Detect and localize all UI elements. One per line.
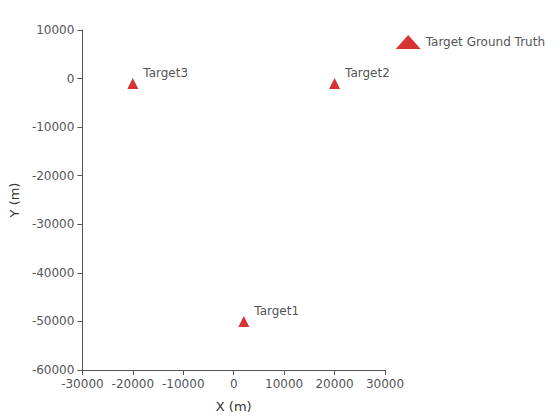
svg-text:Y (m): Y (m) xyxy=(7,183,22,219)
svg-text:Target2: Target2 xyxy=(344,66,390,80)
svg-text:-30000: -30000 xyxy=(61,377,104,391)
svg-text:-50000: -50000 xyxy=(32,314,75,328)
svg-text:-20000: -20000 xyxy=(32,169,75,183)
svg-text:-20000: -20000 xyxy=(112,377,155,391)
svg-text:10000: 10000 xyxy=(36,23,74,37)
svg-text:Target1: Target1 xyxy=(253,304,299,318)
svg-text:X (m): X (m) xyxy=(216,399,252,414)
svg-text:20000: 20000 xyxy=(315,377,353,391)
svg-text:-10000: -10000 xyxy=(162,377,205,391)
svg-text:-60000: -60000 xyxy=(32,363,75,377)
svg-text:Target Ground Truth: Target Ground Truth xyxy=(425,35,545,49)
svg-text:0: 0 xyxy=(67,72,75,86)
svg-text:0: 0 xyxy=(230,377,238,391)
svg-text:10000: 10000 xyxy=(265,377,303,391)
svg-text:-40000: -40000 xyxy=(32,266,75,280)
svg-text:Target3: Target3 xyxy=(142,66,188,80)
svg-text:30000: 30000 xyxy=(366,377,404,391)
svg-text:-10000: -10000 xyxy=(32,120,75,134)
svg-text:-30000: -30000 xyxy=(32,217,75,231)
